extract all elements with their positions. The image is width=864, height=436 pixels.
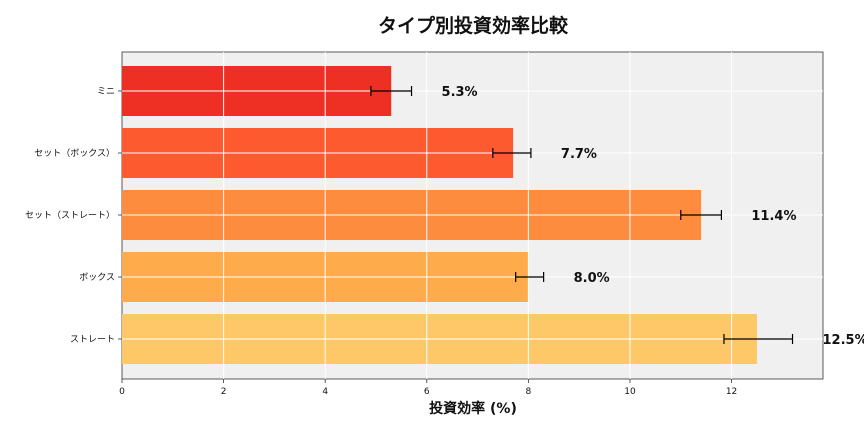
value-label-4: 12.5% [823,333,864,348]
y-tick-label-4: ストレート [70,335,115,345]
error-bar-4 [723,334,794,344]
x-tick-label-5: 10 [624,387,636,397]
error-bar-3 [515,272,545,282]
value-label-3: 8.0% [574,271,610,286]
y-tick-label-2: セット（ストレート） [25,210,115,221]
value-label-1: 7.7% [561,147,597,162]
value-labels-group: 5.3% 7.7% 11.4% 8.0% 12.5% [442,85,864,348]
x-tick-label-2: 4 [322,387,328,397]
y-tick-label-3: ボックス [79,272,115,283]
error-bars-group [370,86,794,344]
error-bar-2 [680,210,723,220]
x-axis-label: 投資効率 (%) [429,400,517,417]
y-tick-label-1: セット（ボックス） [34,148,115,159]
x-tick-label-3: 6 [424,387,430,397]
grid-lines [122,52,823,379]
error-bar-1 [492,148,532,158]
x-tick-label-1: 2 [221,387,227,397]
x-tick-label-0: 0 [119,387,125,397]
y-tick-label-0: ミニ [97,87,115,97]
x-tick-label-6: 12 [726,387,737,397]
chart-title: タイプ別投資効率比較 [378,14,569,37]
error-bar-0 [370,86,413,96]
x-tick-label-4: 8 [526,387,532,397]
value-label-0: 5.3% [442,85,478,100]
x-axis-ticks: 0 2 4 6 8 10 12 [119,379,737,397]
value-label-2: 11.4% [751,209,796,224]
